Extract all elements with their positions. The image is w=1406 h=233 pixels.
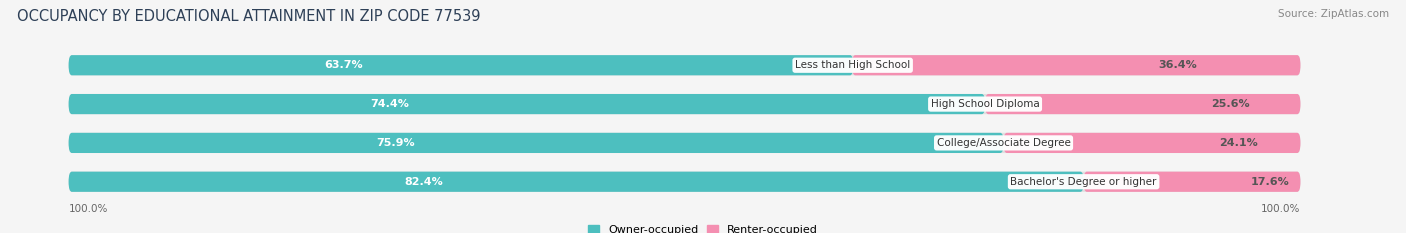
FancyBboxPatch shape [69,55,853,75]
Text: OCCUPANCY BY EDUCATIONAL ATTAINMENT IN ZIP CODE 77539: OCCUPANCY BY EDUCATIONAL ATTAINMENT IN Z… [17,9,481,24]
FancyBboxPatch shape [69,94,986,114]
Text: Bachelor's Degree or higher: Bachelor's Degree or higher [1011,177,1157,187]
Text: Source: ZipAtlas.com: Source: ZipAtlas.com [1278,9,1389,19]
Text: 100.0%: 100.0% [69,204,108,214]
Text: Less than High School: Less than High School [794,60,910,70]
Text: 24.1%: 24.1% [1219,138,1257,148]
Text: 74.4%: 74.4% [370,99,409,109]
FancyBboxPatch shape [986,94,1301,114]
FancyBboxPatch shape [69,94,1301,114]
Text: 75.9%: 75.9% [377,138,415,148]
FancyBboxPatch shape [69,172,1084,192]
Legend: Owner-occupied, Renter-occupied: Owner-occupied, Renter-occupied [588,225,818,233]
FancyBboxPatch shape [852,55,1301,75]
Text: High School Diploma: High School Diploma [931,99,1039,109]
Text: 36.4%: 36.4% [1159,60,1197,70]
FancyBboxPatch shape [69,133,1301,153]
FancyBboxPatch shape [69,55,1301,75]
Text: 25.6%: 25.6% [1211,99,1250,109]
FancyBboxPatch shape [1004,133,1301,153]
Text: College/Associate Degree: College/Associate Degree [936,138,1070,148]
FancyBboxPatch shape [1084,172,1301,192]
Text: 100.0%: 100.0% [1261,204,1301,214]
FancyBboxPatch shape [69,172,1301,192]
Text: 63.7%: 63.7% [323,60,363,70]
Text: 17.6%: 17.6% [1251,177,1289,187]
Text: 82.4%: 82.4% [405,177,443,187]
FancyBboxPatch shape [69,133,1004,153]
